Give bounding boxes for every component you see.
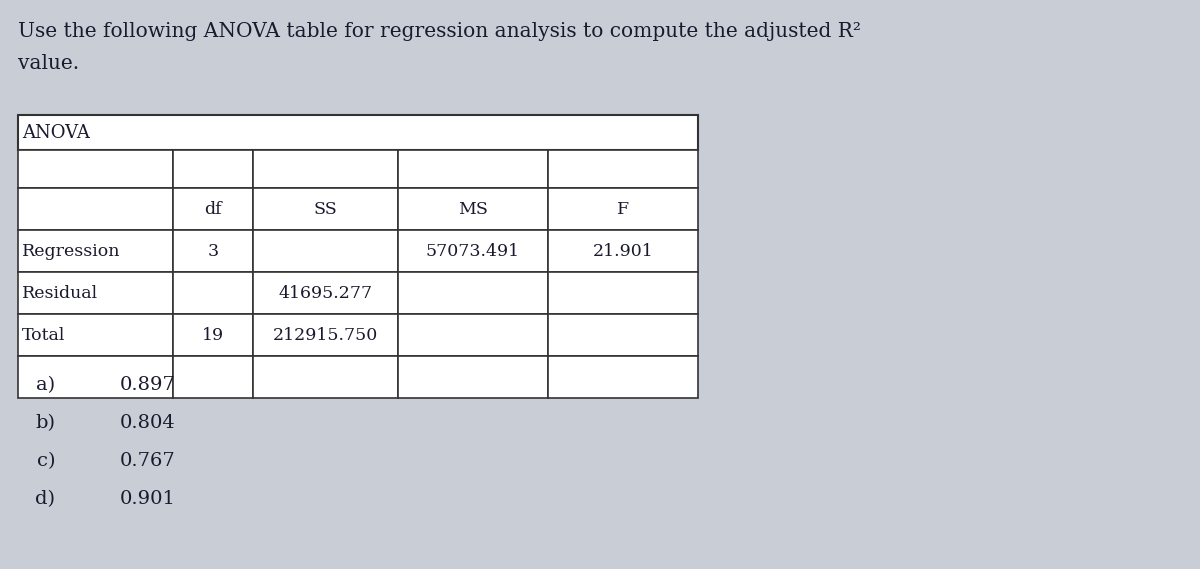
Bar bbox=[18, 188, 173, 230]
Text: Use the following ANOVA table for regression analysis to compute the adjusted R²: Use the following ANOVA table for regres… bbox=[18, 22, 860, 41]
Text: ANOVA: ANOVA bbox=[22, 123, 90, 142]
Text: MS: MS bbox=[458, 200, 488, 217]
Text: c): c) bbox=[36, 452, 55, 470]
Bar bbox=[253, 314, 398, 356]
Text: df: df bbox=[204, 200, 222, 217]
Text: F: F bbox=[617, 200, 629, 217]
Text: 212915.750: 212915.750 bbox=[272, 327, 378, 344]
Bar bbox=[18, 115, 698, 150]
Bar bbox=[398, 230, 548, 272]
Bar bbox=[548, 230, 698, 272]
Bar bbox=[398, 188, 548, 230]
Bar bbox=[173, 230, 253, 272]
Text: 19: 19 bbox=[202, 327, 224, 344]
Text: Residual: Residual bbox=[22, 284, 98, 302]
Text: 57073.491: 57073.491 bbox=[426, 242, 520, 259]
Bar bbox=[548, 272, 698, 314]
Bar bbox=[398, 314, 548, 356]
Text: 0.897: 0.897 bbox=[120, 376, 176, 394]
Bar bbox=[398, 356, 548, 398]
Text: b): b) bbox=[35, 414, 55, 432]
Text: 3: 3 bbox=[208, 242, 218, 259]
Bar bbox=[253, 356, 398, 398]
Text: 0.901: 0.901 bbox=[120, 490, 176, 508]
Text: d): d) bbox=[35, 490, 55, 508]
Text: Total: Total bbox=[22, 327, 65, 344]
Bar bbox=[548, 188, 698, 230]
Bar bbox=[173, 188, 253, 230]
Bar bbox=[18, 356, 173, 398]
Bar bbox=[173, 272, 253, 314]
Bar bbox=[18, 150, 173, 188]
Bar bbox=[173, 356, 253, 398]
Text: Regression: Regression bbox=[22, 242, 120, 259]
Bar bbox=[398, 150, 548, 188]
Text: SS: SS bbox=[313, 200, 337, 217]
Text: 0.767: 0.767 bbox=[120, 452, 175, 470]
Text: 0.804: 0.804 bbox=[120, 414, 175, 432]
Bar bbox=[18, 272, 173, 314]
Bar bbox=[253, 272, 398, 314]
Text: value.: value. bbox=[18, 54, 79, 73]
Text: 21.901: 21.901 bbox=[593, 242, 653, 259]
Bar bbox=[548, 314, 698, 356]
Bar bbox=[398, 272, 548, 314]
Bar bbox=[173, 150, 253, 188]
Bar bbox=[253, 188, 398, 230]
Text: a): a) bbox=[36, 376, 55, 394]
Bar bbox=[18, 314, 173, 356]
Bar bbox=[548, 150, 698, 188]
Bar bbox=[548, 356, 698, 398]
Bar bbox=[18, 230, 173, 272]
Text: 41695.277: 41695.277 bbox=[278, 284, 372, 302]
Bar bbox=[253, 150, 398, 188]
Bar bbox=[253, 230, 398, 272]
Bar bbox=[173, 314, 253, 356]
